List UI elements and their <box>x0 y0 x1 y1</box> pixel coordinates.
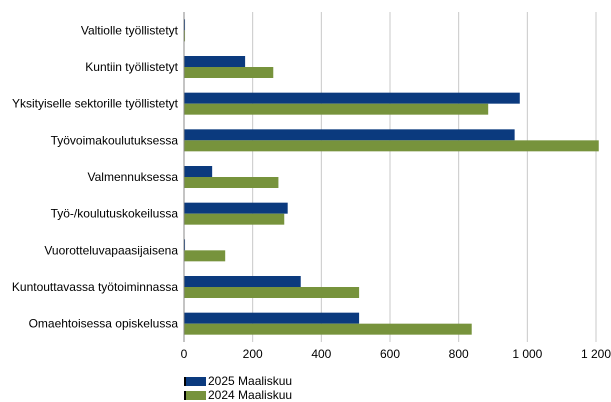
x-tick-label: 0 <box>181 347 188 361</box>
category-label: Kuntiin työllistetyt <box>85 60 178 74</box>
bar-2025 <box>184 19 186 31</box>
legend-label-2025: 2025 Maaliskuu <box>208 374 293 388</box>
x-tick-label: 600 <box>380 347 400 361</box>
category-labels: Valtiolle työllistetyt Kuntiin työllistet… <box>12 23 179 330</box>
x-tick-labels: 0 200 400 600 800 1 000 1 200 <box>181 347 611 361</box>
bar-2024 <box>184 67 274 78</box>
category-label: Vuorotteluvapaasijaisena <box>44 243 178 257</box>
bar-2025 <box>184 276 301 287</box>
bar-2024 <box>184 140 599 152</box>
x-tick-label: 400 <box>311 347 331 361</box>
x-tick-label: 200 <box>243 347 263 361</box>
bar-2024 <box>184 103 489 115</box>
category-label: Valmennuksessa <box>88 170 179 184</box>
bar-2025 <box>184 166 213 177</box>
legend-swatch-2024 <box>184 390 206 400</box>
category-label: Työ-/koulutuskokeilussa <box>51 207 179 221</box>
bar-2024 <box>184 177 279 188</box>
bar-2024 <box>184 323 472 335</box>
bar-2025 <box>184 312 360 324</box>
bar-2025 <box>184 129 515 141</box>
x-tick-label: 800 <box>449 347 469 361</box>
legend: 2025 Maaliskuu 2024 Maaliskuu <box>184 374 292 402</box>
category-label: Omaehtoisessa opiskelussa <box>29 317 179 331</box>
x-tick-label: 1 000 <box>512 347 542 361</box>
bar-2025 <box>184 202 288 214</box>
bar-2025 <box>184 239 186 251</box>
legend-item-2024: 2024 Maaliskuu <box>184 388 292 402</box>
bar-2025 <box>184 56 246 67</box>
legend-label-2024: 2024 Maaliskuu <box>208 388 293 402</box>
bar-2024 <box>184 250 226 262</box>
category-label: Yksityiselle sektorille työllistetyt <box>12 97 179 111</box>
legend-item-2025: 2025 Maaliskuu <box>184 374 292 388</box>
category-label: Kuntouttavassa työtoiminnassa <box>12 280 178 294</box>
legend-swatch-2025 <box>184 376 206 386</box>
bar-2024 <box>184 30 186 42</box>
category-label: Työvoimakoulutuksessa <box>51 133 179 147</box>
bar-2024 <box>184 213 285 225</box>
category-label: Valtiolle työllistetyt <box>81 23 179 37</box>
bars <box>184 19 599 335</box>
bar-2024 <box>184 287 360 298</box>
bar-2025 <box>184 92 520 104</box>
x-tick-label: 1 200 <box>581 347 611 361</box>
